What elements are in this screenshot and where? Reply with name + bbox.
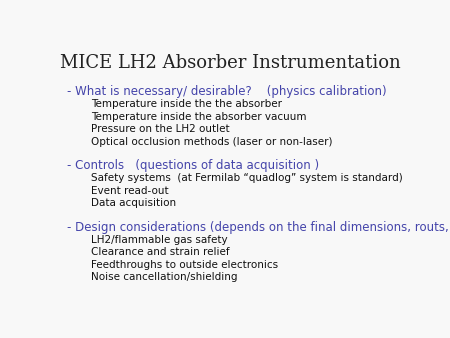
Text: Temperature inside the absorber vacuum: Temperature inside the absorber vacuum bbox=[91, 112, 306, 122]
Text: Data acquisition: Data acquisition bbox=[91, 198, 176, 208]
Text: LH2/flammable gas safety: LH2/flammable gas safety bbox=[91, 235, 228, 245]
Text: Clearance and strain relief: Clearance and strain relief bbox=[91, 247, 230, 258]
Text: Event read-out: Event read-out bbox=[91, 186, 169, 196]
Text: Pressure on the LH2 outlet: Pressure on the LH2 outlet bbox=[91, 124, 230, 134]
Text: Noise cancellation/shielding: Noise cancellation/shielding bbox=[91, 272, 238, 283]
Text: Feedthroughs to outside electronics: Feedthroughs to outside electronics bbox=[91, 260, 278, 270]
Text: Safety systems  (at Fermilab “quadlog” system is standard): Safety systems (at Fermilab “quadlog” sy… bbox=[91, 173, 403, 183]
Text: - What is necessary/ desirable?    (physics calibration): - What is necessary/ desirable? (physics… bbox=[67, 85, 387, 98]
Text: Optical occlusion methods (laser or non-laser): Optical occlusion methods (laser or non-… bbox=[91, 137, 333, 147]
Text: MICE LH2 Absorber Instrumentation: MICE LH2 Absorber Instrumentation bbox=[60, 54, 401, 72]
Text: - Controls   (questions of data acquisition ): - Controls (questions of data acquisitio… bbox=[67, 159, 319, 172]
Text: - Design considerations (depends on the final dimensions, routs, ports): - Design considerations (depends on the … bbox=[67, 221, 450, 234]
Text: Temperature inside the the absorber: Temperature inside the the absorber bbox=[91, 99, 282, 109]
